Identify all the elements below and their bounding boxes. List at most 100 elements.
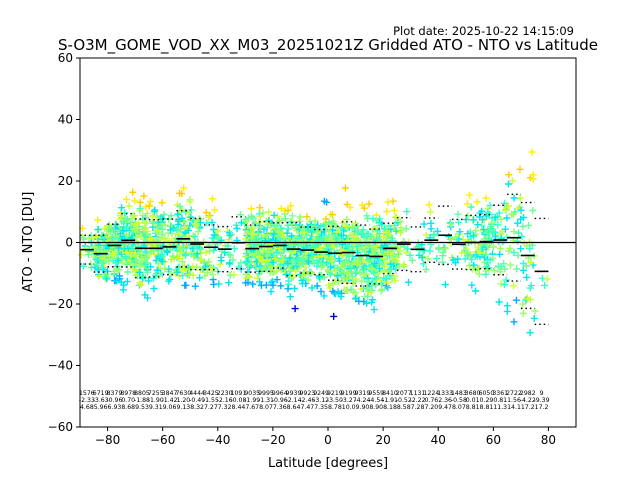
bin-mean-label: -1.31 — [258, 397, 274, 404]
data-point — [526, 329, 534, 337]
data-point — [267, 288, 275, 296]
data-point — [94, 266, 102, 274]
data-point — [283, 229, 291, 237]
data-point — [338, 263, 346, 271]
data-point — [141, 291, 149, 299]
data-point — [101, 273, 109, 281]
data-point — [119, 237, 127, 245]
data-point — [344, 243, 352, 251]
data-point — [529, 207, 537, 214]
bin-std-label: 9.47 — [438, 404, 452, 411]
data-point — [390, 207, 398, 215]
data-point — [197, 246, 205, 253]
data-point — [386, 272, 394, 280]
data-point — [136, 205, 144, 213]
data-point — [110, 226, 118, 234]
data-point — [177, 225, 185, 233]
data-point — [246, 273, 254, 281]
data-point — [439, 252, 447, 260]
data-point — [77, 251, 85, 259]
data-point — [313, 282, 321, 290]
data-point — [257, 281, 265, 289]
data-point — [290, 257, 298, 265]
data-point — [526, 284, 534, 292]
data-point — [509, 177, 517, 185]
x-tick-label: 80 — [541, 433, 556, 447]
data-point — [203, 269, 211, 276]
data-point — [317, 223, 325, 230]
data-point — [439, 258, 446, 266]
bin-count-label: 3361 — [492, 390, 508, 397]
chart-title: S-O3M_GOME_VOD_XX_M03_20251021Z Gridded … — [58, 36, 598, 55]
data-point — [528, 148, 536, 156]
data-point — [134, 228, 142, 236]
bin-mean-label: 2.36 — [438, 397, 452, 404]
data-point — [355, 297, 363, 305]
x-tick-label: −20 — [260, 433, 285, 447]
data-point — [341, 184, 349, 192]
data-point — [307, 269, 315, 277]
data-point — [300, 228, 308, 236]
bin-count-label: 1091 — [231, 390, 247, 397]
data-point — [311, 243, 319, 251]
data-point — [384, 279, 392, 286]
data-point — [353, 222, 361, 230]
data-point — [215, 280, 223, 288]
data-point — [362, 270, 370, 278]
bin-std-label: 7.36 — [273, 404, 287, 411]
data-point — [505, 171, 513, 179]
data-point — [137, 250, 145, 258]
bin-mean-label: -1.99 — [244, 397, 260, 404]
bin-count-label: 2982 — [520, 390, 536, 397]
bin-count-label: 8410 — [382, 390, 398, 397]
data-point — [196, 274, 204, 282]
plot-date: Plot date: 2025-10-22 14:15:09 — [393, 24, 574, 38]
data-point — [395, 262, 403, 270]
data-point — [473, 198, 481, 206]
data-point — [125, 202, 133, 210]
data-point — [152, 237, 160, 245]
data-point — [347, 285, 355, 293]
data-point — [468, 265, 476, 273]
data-point — [276, 228, 284, 236]
data-point — [210, 226, 218, 233]
data-point — [315, 233, 323, 241]
data-point — [462, 248, 470, 256]
data-point — [516, 194, 524, 202]
data-point — [514, 237, 521, 245]
bin-count-label: 8805 — [134, 390, 150, 397]
data-point — [517, 206, 525, 214]
data-point — [242, 253, 250, 261]
data-point — [161, 221, 169, 229]
data-point — [464, 212, 472, 220]
data-point — [422, 231, 430, 239]
data-point — [345, 252, 353, 260]
data-point — [427, 225, 435, 233]
data-point — [465, 191, 473, 199]
bin-std-label: 11.3 — [493, 404, 507, 411]
data-point — [449, 256, 457, 264]
x-tick-label: 60 — [486, 433, 501, 447]
bin-std-label: 10.0 — [342, 404, 356, 411]
bin-mean-label: -3.12 — [313, 397, 329, 404]
data-point — [174, 268, 181, 276]
data-point — [403, 208, 411, 216]
data-point — [211, 206, 219, 214]
data-point — [497, 215, 505, 223]
data-point — [254, 230, 262, 238]
bin-mean-label: -2.33 — [79, 397, 95, 404]
data-point — [225, 236, 233, 243]
data-point — [502, 276, 510, 284]
data-point — [299, 225, 307, 233]
data-point — [468, 256, 476, 264]
data-point — [372, 211, 380, 219]
data-point — [184, 226, 192, 234]
bin-count-label: 2077 — [396, 390, 412, 397]
data-point — [142, 260, 149, 268]
data-point — [282, 215, 290, 223]
data-point — [501, 265, 509, 273]
data-point — [94, 216, 102, 224]
data-point — [352, 275, 360, 283]
data-point — [485, 266, 493, 274]
data-point — [502, 206, 510, 214]
